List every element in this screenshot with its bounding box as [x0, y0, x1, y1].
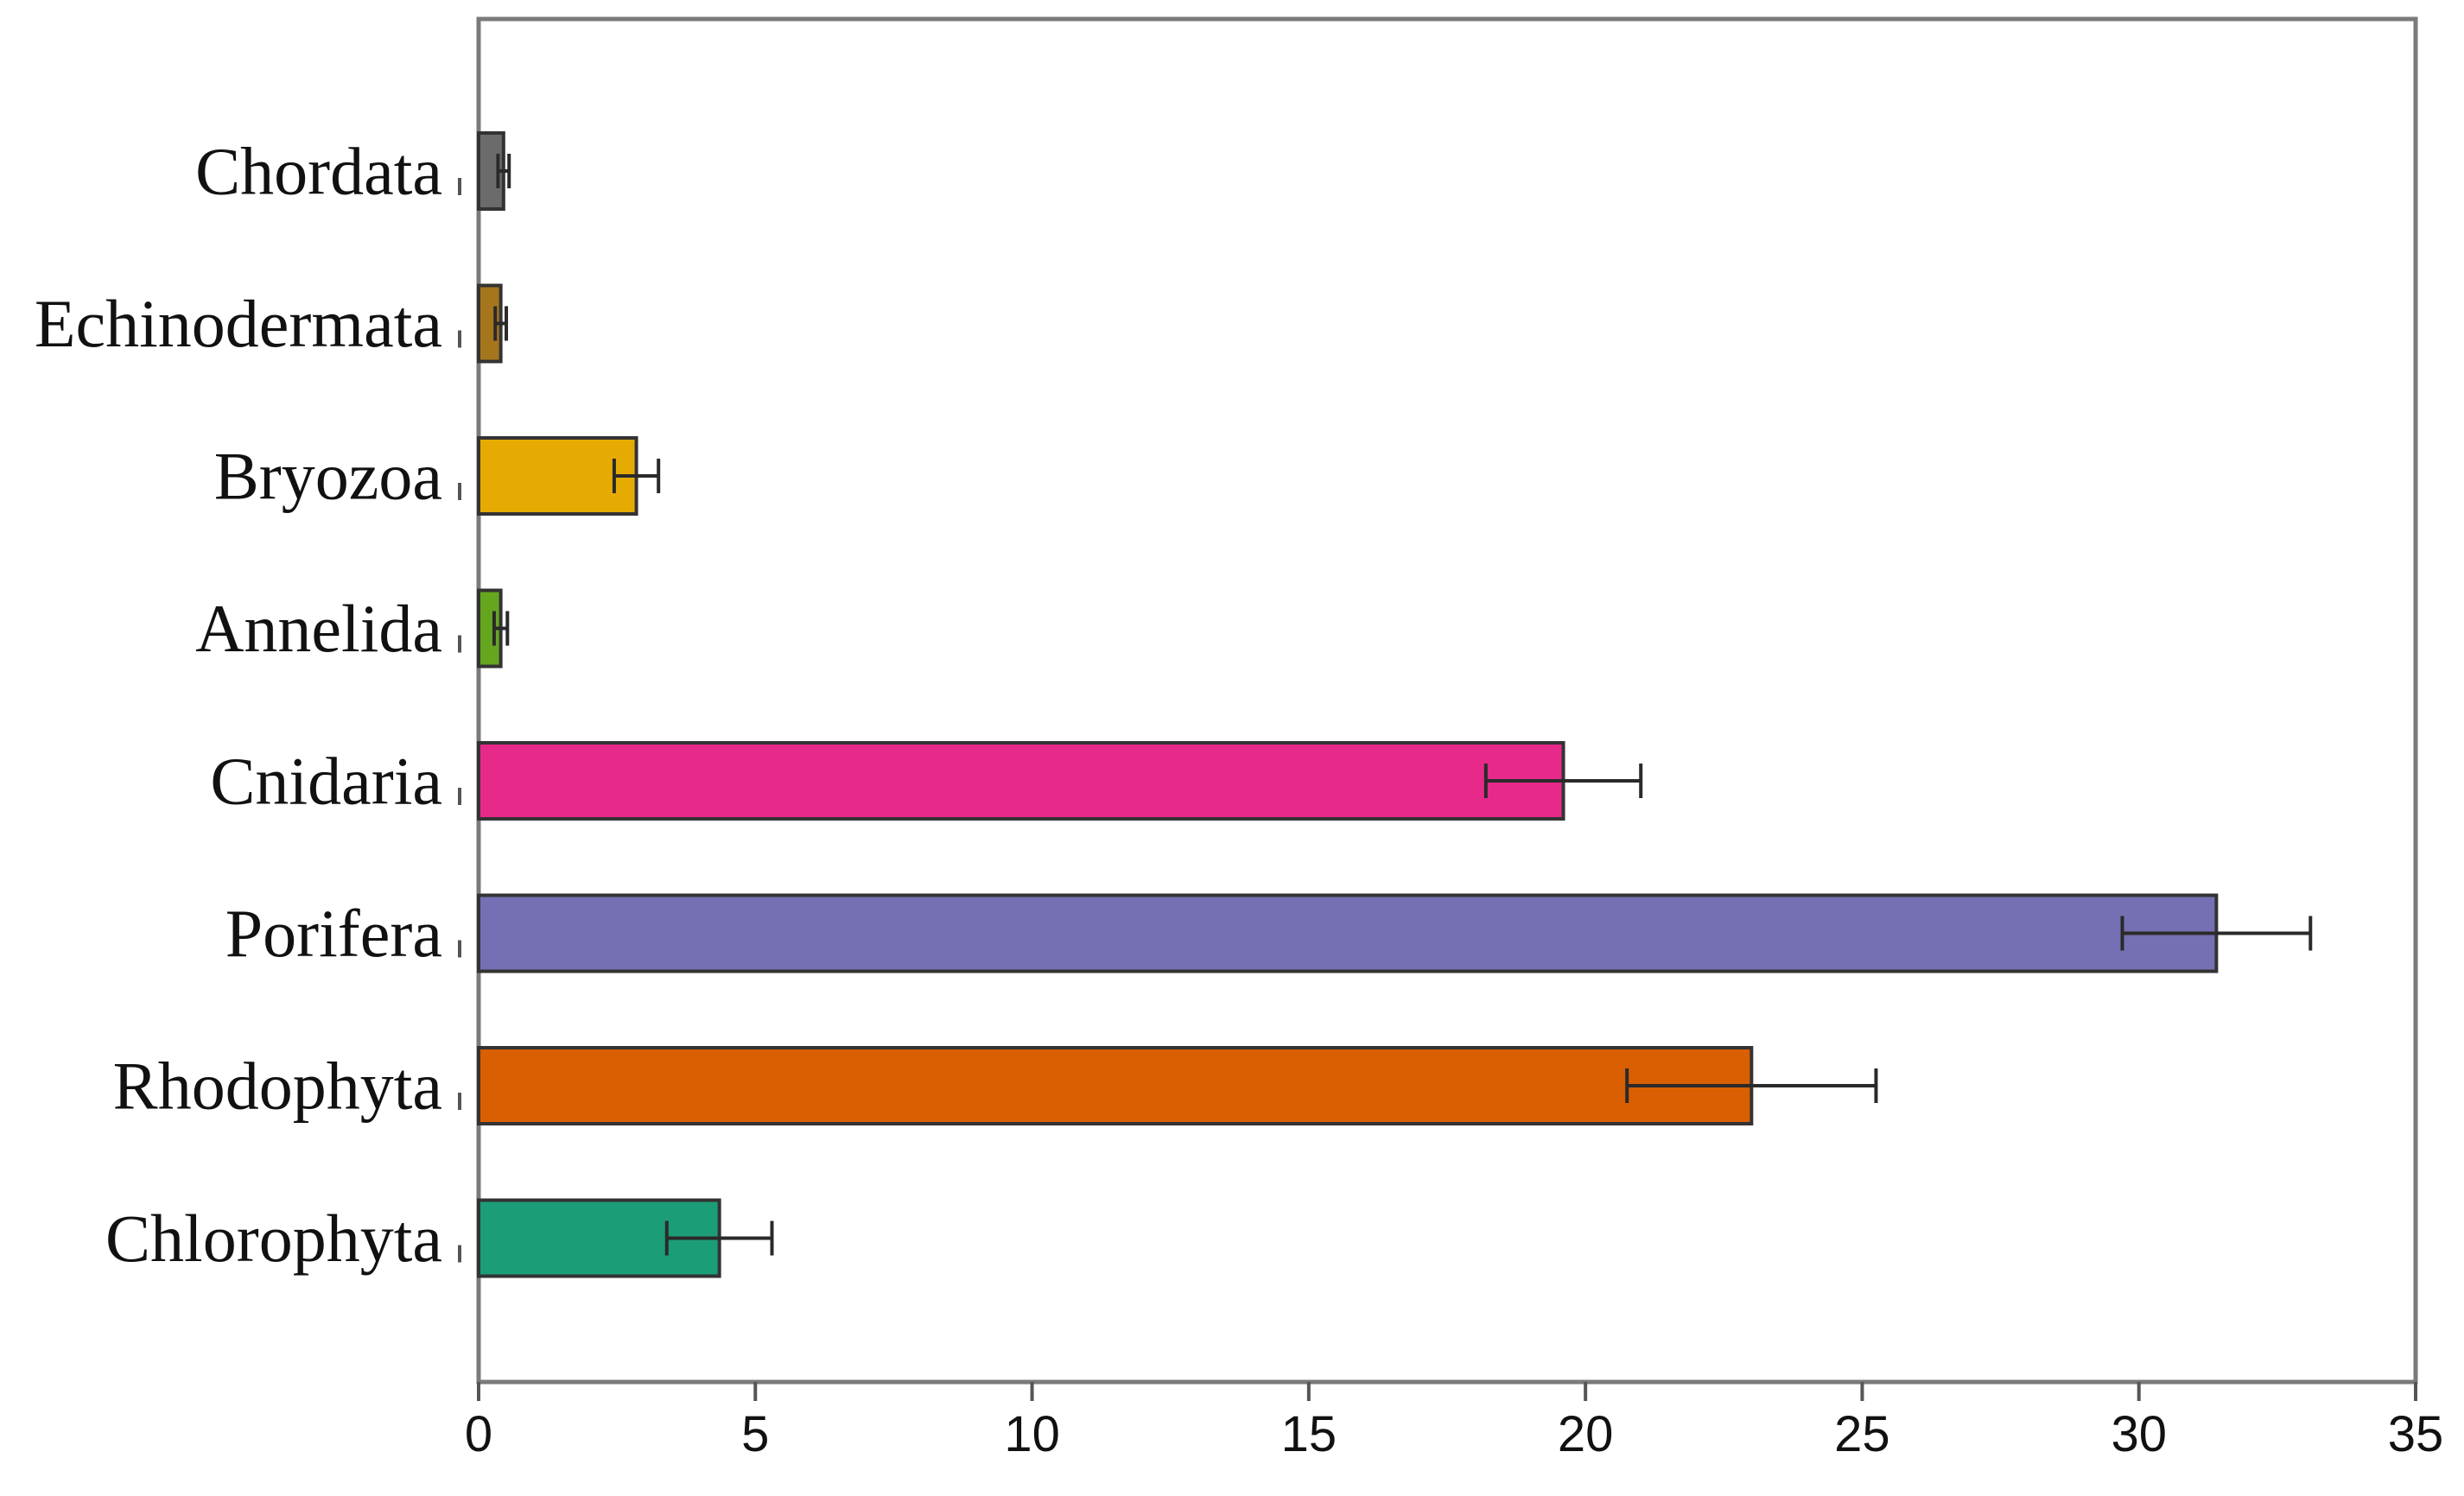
bars-layer: [477, 131, 2219, 1278]
error-bar-chordata: [496, 154, 511, 188]
category-label-rhodophyta: Rhodophyta: [113, 1049, 442, 1124]
error-bar-rhodophyta: [1625, 1068, 1878, 1103]
x-tick-label-30: 30: [2111, 1406, 2167, 1462]
category-label-chlorophyta: Chlorophyta: [105, 1201, 442, 1276]
x-tick-label-15: 15: [1281, 1406, 1337, 1462]
error-bar-annelida: [492, 611, 510, 646]
category-labels: Chordata Echinodermata Bryozoa Annelida Cnid…: [35, 134, 461, 1276]
bar-porifera: [477, 893, 2219, 973]
x-tick-label-35: 35: [2388, 1406, 2444, 1462]
error-bar-porifera: [2120, 916, 2313, 951]
x-tick-label-10: 10: [1004, 1406, 1060, 1462]
category-label-cnidaria: Cnidaria: [210, 744, 442, 819]
category-label-bryozoa: Bryozoa: [214, 439, 442, 514]
error-bar-echinodermata: [493, 306, 509, 341]
x-tick-label-25: 25: [1834, 1406, 1890, 1462]
category-label-annelida: Annelida: [195, 591, 442, 666]
category-label-porifera: Porifera: [225, 896, 442, 971]
plot-area: [476, 16, 2418, 1385]
error-bar-chlorophyta: [664, 1220, 774, 1256]
bar-cnidaria: [477, 741, 1565, 821]
plot-frame: [476, 16, 2418, 1385]
error-bar-cnidaria: [1483, 764, 1643, 798]
category-label-echinodermata: Echinodermata: [35, 286, 442, 361]
x-axis-ticks: 0 5 10 15 20 25 30 35: [465, 1382, 2443, 1462]
error-bars-layer: [492, 154, 2313, 1256]
bar-bryozoa: [477, 436, 638, 516]
x-tick-label-0: 0: [465, 1406, 492, 1462]
bar-rhodophyta: [477, 1046, 1754, 1125]
error-bar-bryozoa: [612, 459, 661, 493]
x-tick-label-5: 5: [741, 1406, 769, 1462]
category-label-chordata: Chordata: [195, 134, 442, 209]
x-tick-label-20: 20: [1558, 1406, 1614, 1462]
